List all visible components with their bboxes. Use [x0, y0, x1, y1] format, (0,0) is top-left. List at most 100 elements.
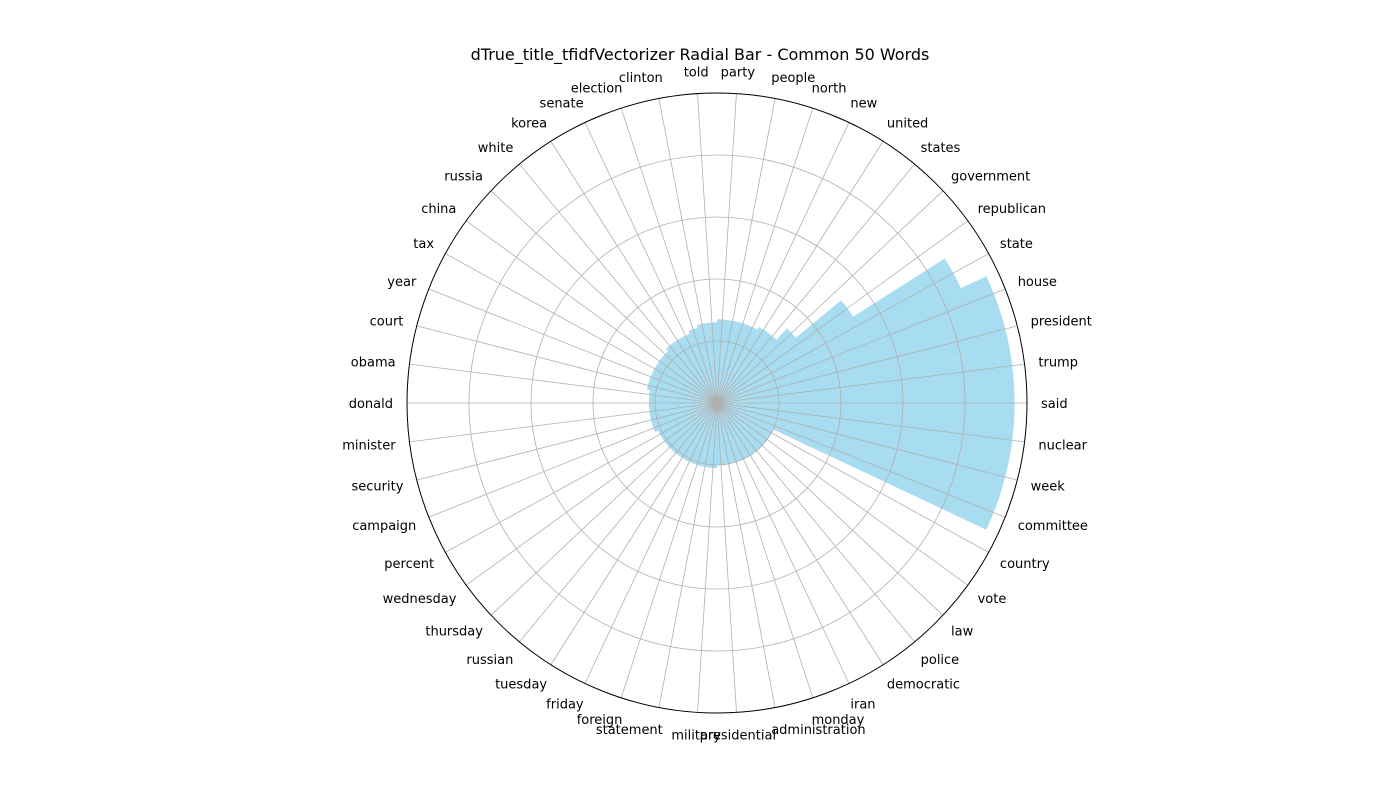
category-label-statement: statement	[596, 723, 663, 738]
category-label-state: state	[1000, 237, 1033, 252]
bar-north	[717, 321, 748, 403]
category-label-russian: russian	[466, 653, 513, 668]
angular-gridline	[620, 108, 718, 404]
bar-told	[706, 322, 717, 403]
bar-statement	[700, 403, 717, 468]
chart-title: dTrue_title_tfidfVectorizer Radial Bar -…	[470, 45, 930, 64]
bar-senate	[681, 333, 717, 403]
bar-administration	[717, 403, 733, 465]
bar-foreign	[693, 403, 717, 467]
category-label-white: white	[478, 141, 514, 156]
bar-minister	[648, 403, 717, 416]
angular-gridline	[716, 402, 915, 643]
category-label-told: told	[684, 66, 709, 81]
grid-layer	[406, 92, 1028, 714]
category-label-campaign: campaign	[352, 519, 416, 534]
category-label-thursday: thursday	[425, 624, 483, 639]
bar-presidential	[717, 403, 725, 465]
angular-gridline	[658, 98, 718, 404]
bars-layer	[646, 258, 1015, 530]
category-label-security: security	[352, 480, 404, 495]
angular-gridline	[716, 93, 737, 404]
angular-gridline	[416, 402, 718, 481]
category-label-house: house	[1018, 275, 1057, 290]
angular-gridline	[519, 402, 718, 643]
angular-gridline	[465, 220, 718, 404]
bar-campaign	[652, 403, 717, 433]
category-label-democratic: democratic	[887, 677, 960, 692]
angular-gridline	[550, 141, 718, 404]
category-label-united: united	[887, 117, 928, 132]
angular-gridline	[716, 288, 1006, 404]
angular-gridline	[584, 402, 718, 684]
angular-gridline	[445, 402, 718, 553]
angular-gridline	[428, 288, 718, 404]
category-label-senate: senate	[540, 97, 584, 112]
angular-gridline	[409, 402, 718, 443]
bar-korea	[673, 337, 717, 403]
bar-obama	[648, 390, 717, 403]
angular-gridline	[416, 325, 718, 404]
category-label-administration: administration	[771, 723, 865, 738]
angular-gridline	[550, 402, 718, 665]
category-label-said: said	[1041, 397, 1068, 412]
bar-iran	[717, 403, 747, 461]
bar-state	[717, 258, 962, 403]
bar-president	[717, 311, 1010, 403]
angular-gridline	[716, 402, 989, 553]
category-label-iran: iran	[850, 697, 875, 712]
angular-gridline	[716, 402, 776, 708]
bar-year	[649, 372, 717, 403]
angular-gridline	[716, 108, 814, 404]
category-label-tuesday: tuesday	[495, 677, 547, 692]
angular-gridline	[716, 141, 884, 404]
bar-friday	[685, 403, 717, 464]
bar-security	[650, 403, 717, 425]
bar-united	[717, 326, 769, 403]
bar-democratic	[717, 403, 754, 458]
angular-gridline	[716, 363, 1025, 404]
category-label-week: week	[1031, 480, 1066, 495]
bar-tuesday	[678, 403, 717, 461]
category-label-north: north	[812, 81, 847, 96]
category-label-committee: committee	[1018, 519, 1088, 534]
angular-gridline	[584, 122, 718, 404]
category-label-republican: republican	[978, 202, 1046, 217]
category-label-people: people	[771, 71, 815, 86]
category-label-presidential: presidential	[700, 728, 776, 743]
angular-gridline	[428, 402, 718, 518]
category-label-trump: trump	[1038, 355, 1078, 370]
category-label-president: president	[1031, 314, 1092, 329]
angular-gridline	[716, 98, 776, 404]
bar-monday	[717, 403, 740, 464]
bar-republican	[717, 300, 854, 403]
angular-gridline	[658, 402, 718, 708]
category-label-states: states	[921, 141, 961, 156]
angular-gridline	[409, 363, 718, 404]
category-label-military: military	[671, 728, 721, 743]
angular-gridline	[716, 402, 1025, 443]
category-label-percent: percent	[384, 557, 434, 572]
polar-frame	[406, 92, 1028, 714]
bar-house	[717, 276, 1001, 403]
category-label-police: police	[921, 653, 960, 668]
category-label-country: country	[1000, 557, 1050, 572]
category-label-china: china	[421, 202, 456, 217]
angular-gridline	[445, 253, 718, 404]
bar-party	[717, 319, 728, 403]
angular-gridline	[490, 402, 718, 616]
category-label-monday: monday	[812, 713, 865, 728]
category-label-korea: korea	[511, 117, 547, 132]
category-label-tax: tax	[413, 237, 434, 252]
category-label-new: new	[850, 97, 877, 112]
category-label-russia: russia	[444, 170, 483, 185]
angular-gridline	[716, 402, 969, 586]
category-label-court: court	[370, 314, 404, 329]
bar-committee	[717, 403, 1001, 530]
category-labels-layer: said trump president house state republican go…	[342, 66, 1092, 744]
angular-gridline	[716, 220, 969, 404]
bar-tax	[652, 364, 717, 403]
category-label-wednesday: wednesday	[383, 592, 457, 607]
